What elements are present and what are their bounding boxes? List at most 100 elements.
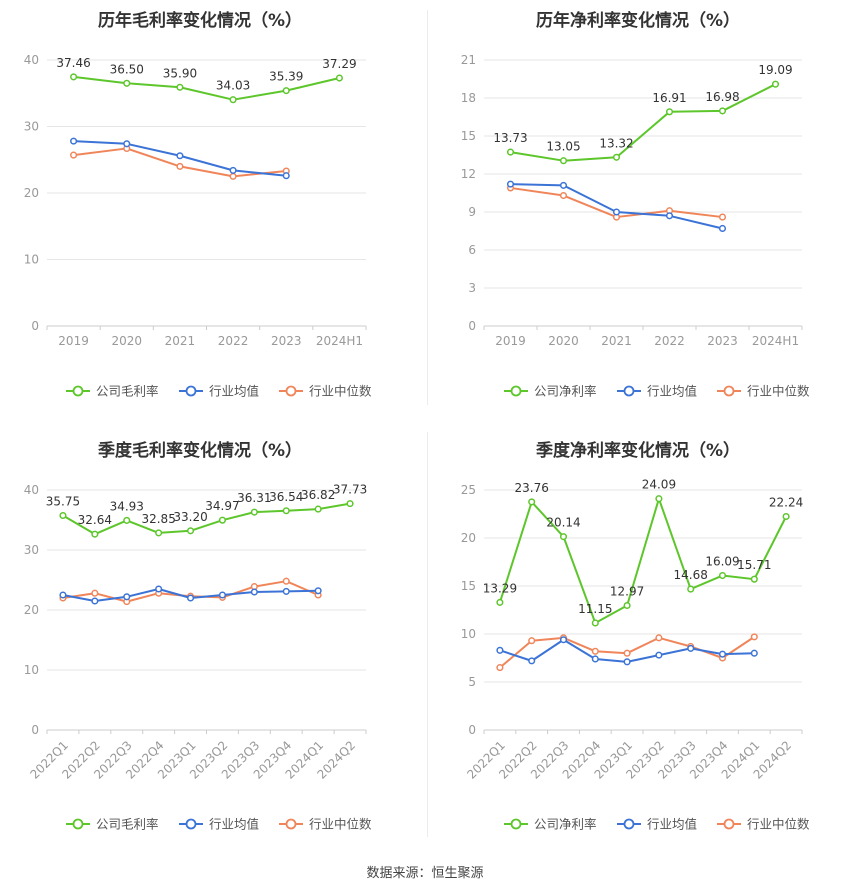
y-tick-label: 20 — [24, 603, 39, 617]
x-tick-label: 2024H1 — [316, 334, 363, 348]
y-tick-label: 0 — [31, 319, 39, 333]
y-tick-label: 40 — [24, 483, 39, 497]
data-label: 11.15 — [578, 602, 612, 616]
y-tick-label: 0 — [31, 723, 39, 737]
legend-label: 行业均值 — [209, 817, 259, 832]
data-point — [771, 80, 780, 88]
data-label: 20.14 — [546, 516, 580, 530]
legend-label: 公司净利率 — [534, 384, 597, 399]
data-label: 37.29 — [322, 57, 356, 71]
data-label: 13.05 — [546, 140, 580, 154]
chart-title: 历年毛利率变化情况（%） — [98, 10, 302, 31]
x-tick-label: 2020 — [548, 334, 579, 348]
data-point — [282, 577, 290, 585]
annual-net-margin-chart: 历年净利率变化情况（%） 0 3 6 9 12 15 18 21 2019 2020 2021 2022… — [461, 10, 810, 399]
y-tick-label: 10 — [24, 663, 39, 677]
data-point — [655, 634, 663, 642]
y-tick-label: 21 — [461, 53, 476, 67]
quarterly-net-margin-chart: 季度净利率变化情况（%）05101520252022Q12022Q22022Q3… — [461, 440, 810, 832]
annual-gross-margin-chart: 历年毛利率变化情况（%） 0 10 20 30 40 2019 2020 2021 2022 202… — [24, 10, 372, 399]
x-tick-label: 2020 — [111, 334, 142, 348]
data-point — [528, 498, 536, 506]
data-point — [282, 172, 290, 180]
data-point — [591, 655, 599, 663]
panel-divider — [427, 432, 428, 837]
data-point — [335, 74, 343, 82]
data-point — [506, 148, 515, 156]
legend-label: 行业均值 — [647, 817, 697, 832]
legend-marker — [723, 385, 735, 397]
data-label: 32.64 — [78, 513, 112, 527]
data-point — [559, 533, 568, 541]
data-point — [718, 107, 727, 115]
y-tick-label: 20 — [24, 186, 39, 200]
data-point — [155, 529, 163, 537]
y-tick-label: 40 — [24, 53, 39, 67]
data-point — [750, 649, 758, 657]
y-tick-label: 5 — [468, 675, 476, 689]
legend-marker — [72, 385, 84, 397]
y-tick-label: 25 — [461, 483, 476, 497]
data-label: 36.50 — [110, 62, 144, 76]
data-point — [665, 108, 674, 116]
data-point — [559, 636, 568, 644]
x-tick-label: 2022 — [218, 334, 249, 348]
x-tick-label: 2024H1 — [752, 334, 799, 348]
data-label: 34.97 — [205, 499, 239, 513]
legend-label: 行业中位数 — [309, 384, 372, 399]
y-tick-label: 15 — [461, 579, 476, 593]
data-point — [718, 650, 727, 658]
data-point — [282, 87, 290, 95]
data-point — [612, 208, 621, 216]
data-point — [687, 585, 695, 593]
data-label: 15.71 — [737, 558, 771, 572]
x-tick-label: 2021 — [165, 334, 196, 348]
data-point — [218, 516, 226, 524]
data-label: 33.20 — [173, 510, 207, 524]
legend-label: 行业中位数 — [747, 817, 810, 832]
y-tick-label: 12 — [461, 167, 476, 181]
data-point — [91, 597, 99, 605]
panel-divider — [427, 10, 428, 405]
data-point — [229, 96, 237, 104]
data-label: 14.68 — [674, 568, 708, 582]
data-point — [282, 507, 290, 515]
chart-title: 历年净利率变化情况（%） — [536, 10, 740, 31]
data-label: 22.24 — [769, 495, 803, 509]
data-point — [718, 224, 727, 233]
data-label: 35.90 — [163, 66, 197, 80]
data-source-note: 数据来源：恒生聚源 — [366, 866, 484, 881]
y-tick-label: 10 — [461, 627, 476, 641]
data-point — [229, 172, 237, 180]
legend-label: 公司净利率 — [534, 817, 597, 832]
legend-marker — [285, 385, 297, 397]
x-tick-label: 2019 — [495, 334, 526, 348]
data-label: 13.29 — [483, 581, 517, 595]
data-label: 16.91 — [652, 91, 686, 105]
legend-marker — [72, 818, 84, 830]
legend-label: 行业均值 — [647, 384, 697, 399]
legend-label: 行业均值 — [209, 384, 259, 399]
data-point — [123, 140, 131, 148]
legend-label: 行业中位数 — [309, 817, 372, 832]
data-point — [591, 647, 599, 655]
data-label: 32.85 — [141, 512, 175, 526]
y-tick-label: 0 — [468, 723, 476, 737]
data-point — [123, 79, 131, 87]
legend-marker — [285, 818, 297, 830]
legend-marker — [510, 385, 522, 397]
data-point — [314, 587, 322, 595]
data-point — [559, 181, 568, 189]
y-tick-label: 3 — [468, 281, 476, 295]
legend-marker — [623, 818, 635, 830]
data-point — [782, 512, 790, 521]
data-point — [187, 594, 195, 602]
data-point — [91, 589, 99, 597]
data-point — [346, 500, 354, 508]
data-point — [750, 575, 758, 583]
series-line — [498, 497, 787, 624]
y-tick-label: 30 — [24, 543, 39, 557]
series-line — [510, 183, 723, 230]
data-point — [623, 601, 631, 610]
data-point — [282, 587, 290, 595]
